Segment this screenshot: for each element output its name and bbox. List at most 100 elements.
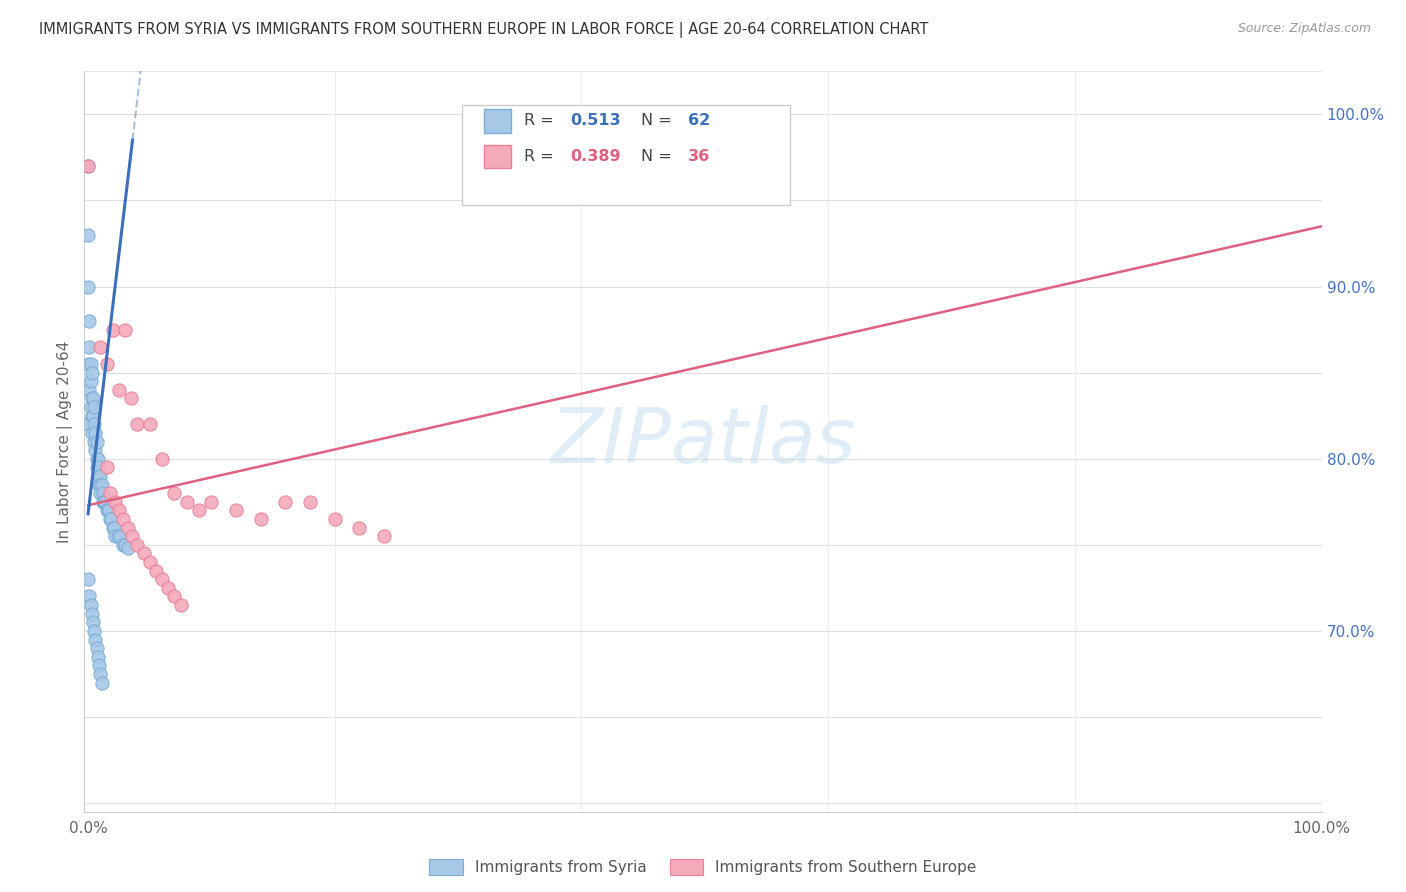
Point: [80, 366, 103, 380]
Point: [200, 495, 222, 509]
Point: [127, 417, 149, 432]
Point: [77, 572, 100, 586]
Point: [84, 632, 107, 647]
Point: [120, 392, 142, 406]
Point: [89, 340, 111, 354]
Point: [225, 503, 247, 517]
Text: R =: R =: [523, 149, 558, 164]
Point: [114, 538, 136, 552]
Text: 0.513: 0.513: [571, 113, 621, 128]
Point: [163, 590, 186, 604]
Point: [98, 503, 121, 517]
Point: [249, 512, 271, 526]
Point: [323, 512, 346, 526]
Point: [96, 357, 118, 371]
Point: [169, 598, 191, 612]
Point: [89, 486, 111, 500]
Text: IMMIGRANTS FROM SYRIA VS IMMIGRANTS FROM SOUTHERN EUROPE IN LABOR FORCE | AGE 20: IMMIGRANTS FROM SYRIA VS IMMIGRANTS FROM…: [39, 22, 929, 38]
FancyBboxPatch shape: [484, 109, 512, 133]
FancyBboxPatch shape: [461, 104, 790, 204]
Point: [104, 529, 127, 543]
Point: [90, 477, 112, 491]
Point: [79, 314, 101, 328]
Point: [86, 434, 108, 449]
Point: [86, 641, 108, 656]
Point: [82, 409, 104, 423]
Point: [96, 460, 118, 475]
Point: [98, 486, 121, 500]
Point: [84, 425, 107, 440]
Text: R =: R =: [523, 113, 558, 128]
Point: [91, 486, 114, 500]
Point: [373, 529, 395, 543]
Point: [77, 227, 100, 242]
Point: [83, 624, 105, 638]
Point: [77, 159, 100, 173]
Point: [299, 495, 322, 509]
Point: [79, 590, 101, 604]
Point: [80, 607, 103, 621]
Point: [90, 675, 112, 690]
Y-axis label: In Labor Force | Age 20-64: In Labor Force | Age 20-64: [58, 341, 73, 542]
Point: [93, 495, 115, 509]
Point: [121, 529, 143, 543]
Point: [82, 615, 104, 630]
Point: [157, 581, 180, 595]
Text: 62: 62: [688, 113, 710, 128]
Point: [79, 340, 101, 354]
Text: N =: N =: [641, 113, 678, 128]
Text: ZIPatlas: ZIPatlas: [550, 405, 856, 478]
Point: [91, 495, 114, 509]
Point: [188, 503, 211, 517]
Point: [79, 357, 101, 371]
Point: [87, 649, 110, 664]
Text: N =: N =: [641, 149, 678, 164]
Point: [77, 357, 100, 371]
Point: [100, 512, 122, 526]
Point: [108, 529, 131, 543]
Point: [80, 425, 103, 440]
Point: [108, 503, 131, 517]
Point: [86, 451, 108, 466]
Point: [145, 564, 167, 578]
Point: [117, 541, 139, 556]
Point: [274, 495, 297, 509]
Point: [176, 495, 198, 509]
Point: [111, 512, 134, 526]
Point: [80, 392, 103, 406]
Point: [96, 503, 118, 517]
Point: [83, 417, 105, 432]
Text: Source: ZipAtlas.com: Source: ZipAtlas.com: [1237, 22, 1371, 36]
Point: [101, 323, 124, 337]
Point: [89, 658, 111, 673]
Text: 36: 36: [688, 149, 710, 164]
Point: [80, 409, 103, 423]
Point: [87, 460, 110, 475]
Point: [94, 495, 117, 509]
Point: [83, 434, 105, 449]
Point: [349, 521, 371, 535]
Point: [150, 572, 173, 586]
Point: [103, 521, 125, 535]
Point: [83, 400, 105, 414]
Point: [101, 521, 124, 535]
Point: [86, 460, 108, 475]
Point: [77, 279, 100, 293]
Point: [77, 417, 100, 432]
Point: [108, 383, 131, 397]
Point: [89, 477, 111, 491]
Point: [89, 469, 111, 483]
Point: [79, 374, 101, 388]
Point: [87, 451, 110, 466]
Point: [79, 383, 101, 397]
Point: [117, 521, 139, 535]
Point: [150, 451, 173, 466]
Point: [107, 529, 129, 543]
Point: [104, 495, 127, 509]
Point: [139, 417, 162, 432]
Point: [79, 598, 101, 612]
Point: [127, 538, 149, 552]
Point: [98, 512, 121, 526]
Point: [89, 667, 111, 681]
Point: [84, 443, 107, 458]
